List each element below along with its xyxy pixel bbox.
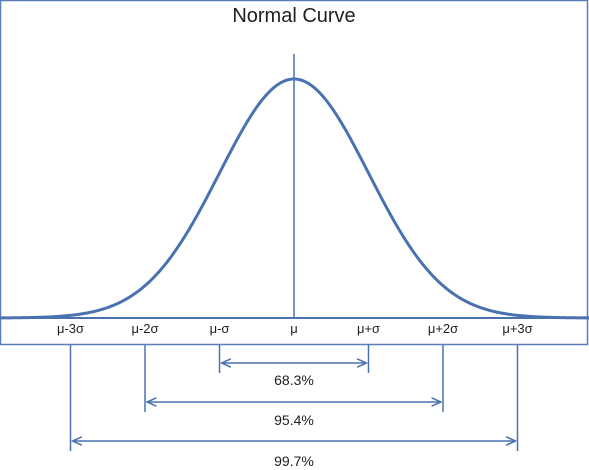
tick-label: μ-3σ — [57, 321, 84, 336]
plot-frame — [0, 0, 589, 346]
tick-label: μ-σ — [210, 321, 230, 336]
tick-label: μ-2σ — [131, 321, 158, 336]
tick-label: μ+2σ — [428, 321, 458, 336]
interval-label: 95.4% — [274, 412, 314, 428]
tick-label: μ+σ — [357, 321, 380, 336]
diagram-title: Normal Curve — [232, 5, 355, 27]
tick-label: μ — [290, 321, 298, 336]
interval-label: 99.7% — [274, 453, 314, 469]
interval-label: 68.3% — [274, 372, 314, 388]
interval-group: 68.3% 95.4% 99.7% — [69, 345, 519, 469]
normal-curve — [0, 77, 589, 320]
tick-label: μ+3σ — [502, 321, 532, 336]
tick-labels: μ-3σ μ-2σ μ-σ μ μ+σ μ+2σ μ+3σ — [57, 321, 533, 336]
